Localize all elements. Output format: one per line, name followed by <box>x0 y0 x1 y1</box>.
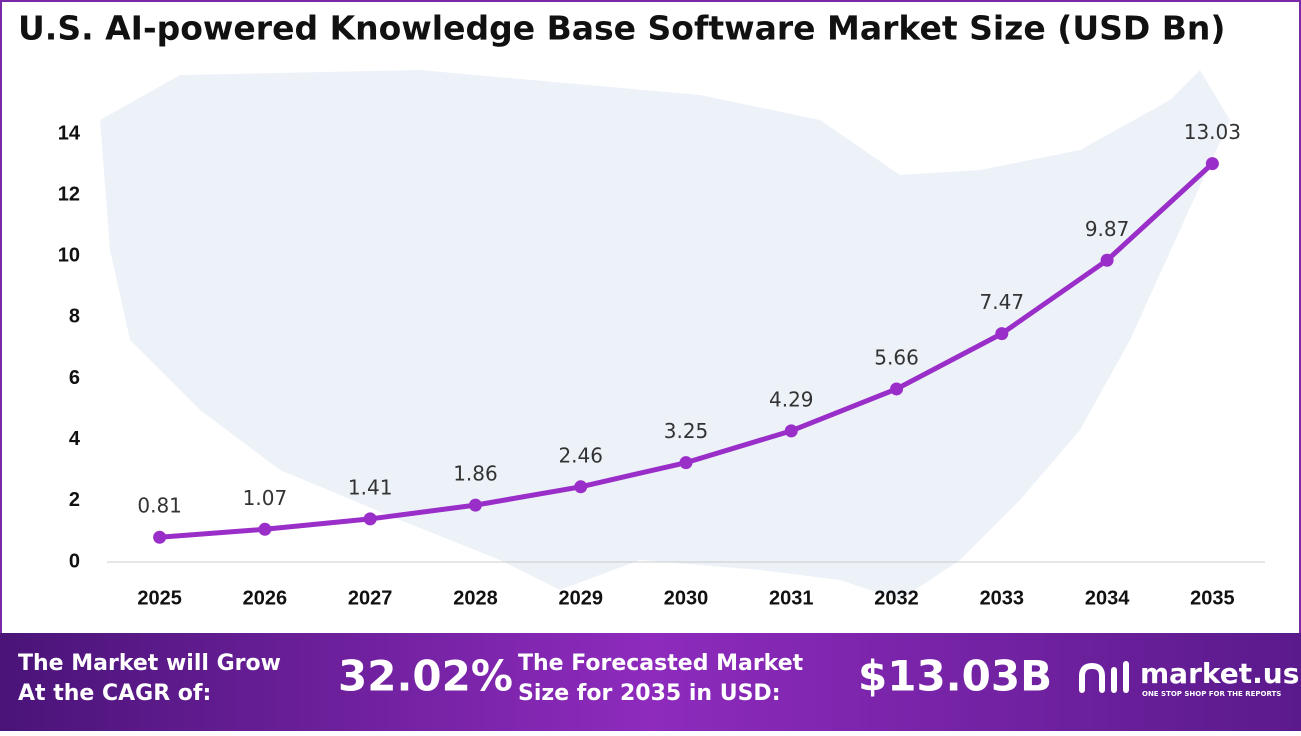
footer-value: 32.02% <box>338 652 513 701</box>
y-tick-label: 2 <box>69 489 80 511</box>
y-tick-label: 0 <box>69 550 80 572</box>
x-tick-label: 2029 <box>558 587 603 609</box>
y-tick-label: 10 <box>58 245 80 267</box>
x-tick-label: 2031 <box>769 587 814 609</box>
data-label: 1.07 <box>243 486 288 510</box>
data-label: 3.25 <box>664 419 709 443</box>
footer-text: The Market will Grow <box>18 651 281 676</box>
chart-title: U.S. AI-powered Knowledge Base Software … <box>18 9 1226 48</box>
x-tick-label: 2028 <box>453 587 498 609</box>
marker <box>574 480 588 494</box>
x-tick-label: 2026 <box>243 587 288 609</box>
marker <box>1205 157 1219 171</box>
data-label: 1.86 <box>453 462 498 486</box>
marker <box>890 382 904 396</box>
data-label: 7.47 <box>980 290 1025 314</box>
y-tick-label: 14 <box>58 122 81 144</box>
data-label: 4.29 <box>769 387 814 411</box>
data-label: 13.03 <box>1184 120 1241 144</box>
x-tick-label: 2032 <box>874 587 919 609</box>
footer-text: At the CAGR of: <box>18 681 211 706</box>
x-tick-label: 2035 <box>1190 587 1235 609</box>
brand: market.us <box>1140 657 1299 690</box>
data-label: 0.81 <box>137 494 182 518</box>
footer-text: Size for 2035 in USD: <box>518 681 781 706</box>
tagline: ONE STOP SHOP FOR THE REPORTS <box>1142 690 1281 698</box>
y-tick-label: 8 <box>69 306 80 328</box>
x-tick-label: 2034 <box>1085 587 1130 609</box>
marker <box>1100 253 1114 267</box>
data-label: 1.41 <box>348 475 393 499</box>
y-tick-label: 4 <box>69 428 81 450</box>
x-tick-label: 2027 <box>348 587 393 609</box>
x-tick-label: 2030 <box>664 587 709 609</box>
marker <box>995 327 1009 341</box>
marker <box>363 512 377 526</box>
marker <box>784 424 798 438</box>
logo-icon <box>1079 661 1129 693</box>
x-tick-label: 2025 <box>137 587 182 609</box>
footer-value: $13.03B <box>858 652 1052 701</box>
x-tick-label: 2033 <box>980 587 1025 609</box>
data-label: 5.66 <box>874 345 919 369</box>
marker <box>153 530 167 544</box>
data-label: 9.87 <box>1085 217 1130 241</box>
y-tick-label: 6 <box>69 367 80 389</box>
y-tick-label: 12 <box>58 183 80 205</box>
marker <box>468 498 482 512</box>
marker <box>679 456 693 470</box>
map-background <box>100 70 1230 600</box>
data-label: 2.46 <box>558 443 603 467</box>
marker <box>258 522 272 536</box>
footer-text: The Forecasted Market <box>518 651 804 676</box>
